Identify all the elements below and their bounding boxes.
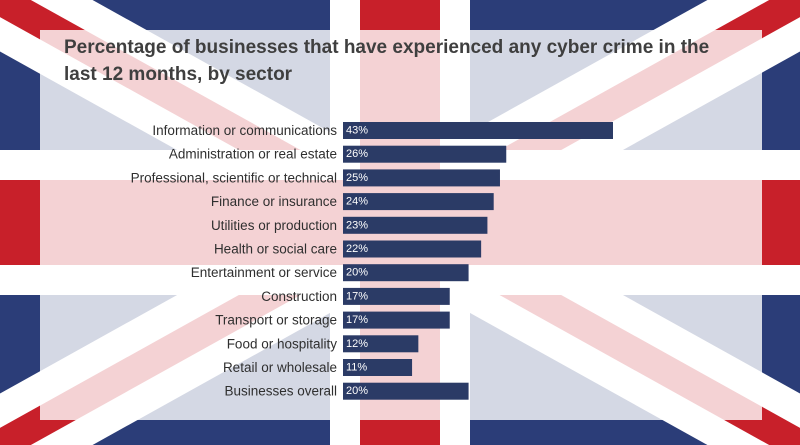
value-label: 23% — [346, 219, 368, 231]
bar — [343, 240, 482, 258]
value-label: 26% — [346, 148, 368, 160]
bar — [343, 264, 469, 282]
bar — [343, 145, 507, 163]
category-label: Professional, scientific or technical — [131, 170, 337, 185]
bar — [343, 169, 500, 187]
value-label: 17% — [346, 290, 368, 302]
value-label: 20% — [346, 385, 368, 397]
category-label: Entertainment or service — [191, 265, 337, 280]
value-label: 25% — [346, 172, 368, 184]
bar — [343, 193, 494, 211]
category-label: Utilities or production — [211, 218, 337, 233]
value-label: 11% — [346, 362, 367, 374]
bar — [343, 359, 413, 376]
category-label: Businesses overall — [224, 384, 337, 399]
category-label: Food or hospitality — [227, 336, 338, 351]
bar — [343, 122, 613, 139]
category-label: Retail or wholesale — [223, 360, 337, 375]
bar — [343, 216, 488, 234]
value-label: 20% — [346, 267, 368, 279]
category-label: Construction — [261, 289, 337, 304]
value-label: 17% — [346, 314, 368, 326]
bar — [343, 382, 469, 400]
value-label: 43% — [346, 125, 368, 137]
bar — [343, 287, 450, 305]
value-label: 22% — [346, 243, 368, 255]
value-label: 24% — [346, 196, 368, 208]
category-label: Transport or storage — [215, 313, 337, 328]
chart-title: Percentage of businesses that have exper… — [64, 37, 710, 85]
value-label: 12% — [346, 338, 368, 350]
category-label: Finance or insurance — [211, 194, 337, 209]
category-label: Health or social care — [214, 242, 337, 257]
bar — [343, 335, 419, 353]
category-label: Administration or real estate — [169, 147, 337, 162]
bar — [343, 311, 450, 329]
category-label: Information or communications — [152, 123, 337, 138]
